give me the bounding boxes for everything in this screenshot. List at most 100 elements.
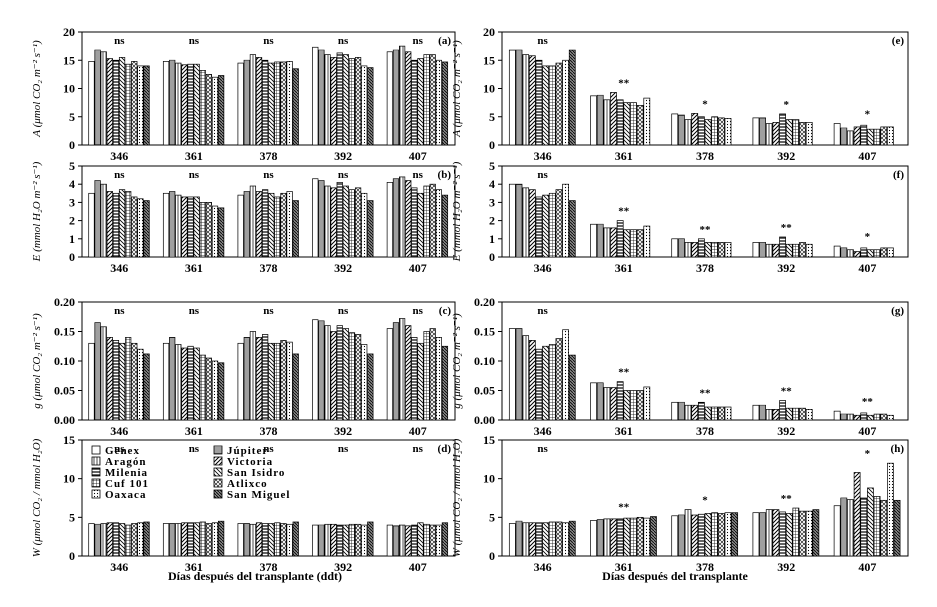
bar [243,191,250,258]
bar [405,180,412,258]
bar [342,328,349,421]
y-tick-label: 0.00 [474,413,495,427]
y-tick-label: 10 [483,472,495,486]
bar [399,524,406,557]
bar [853,414,861,421]
bar [860,412,868,421]
bar [181,196,188,258]
significance-label: ns [114,35,125,47]
bar [568,354,576,421]
bar [630,229,637,258]
bar [528,189,536,258]
bar [125,63,132,146]
bar [423,331,430,421]
y-tick-label: 5 [69,159,75,173]
bar [717,513,725,557]
panel-a: 0 5 10 15 20 A (μmol CO₂ m⁻² s⁻¹) (a) 346 ns 361 n… [31,25,456,163]
significance-label: ns [114,305,125,317]
legend-entry: San Isidro [227,467,285,479]
significance-label: ** [618,77,630,89]
bar [286,523,293,557]
bar [691,113,699,146]
bar [805,409,813,421]
bar [243,523,250,557]
bar [411,187,418,258]
bar [181,347,188,421]
legend-entry: Milenia [105,467,148,479]
bar [118,523,126,557]
bar [508,49,516,146]
y-tick-label: 0.10 [474,354,495,368]
significance-label: ns [338,443,349,455]
x-tick-label: 407 [858,424,876,438]
bar [799,510,806,557]
bar [268,523,275,557]
x-tick-label: 346 [534,261,552,275]
x-tick-label: 392 [777,261,795,275]
bar [623,517,631,557]
bar [684,242,692,258]
bar [435,189,442,258]
bar [765,509,773,557]
panel-d: 0 5 10 15 W (μmol CO₂ / mmol H₂O) (d) 346 ns 361… [31,433,456,574]
bar [867,128,874,146]
y-tick-label: 15 [63,433,75,447]
y-axis-label: A (μmol CO₂ m⁻² s⁻¹) [31,40,43,138]
bar [292,521,299,557]
bar [237,523,244,557]
bar [887,462,894,557]
x-tick-label: 392 [334,424,352,438]
bar [286,341,293,421]
bar [752,242,760,258]
bar [441,345,449,421]
bar [386,328,393,421]
bar [175,344,182,421]
bar [880,413,888,421]
bar [392,49,400,146]
significance-label: ns [338,305,349,317]
bar [704,242,712,258]
bar [691,404,699,421]
bar [535,59,543,146]
bar [616,99,624,146]
significance-label: ns [338,35,349,47]
legend-entry: Júpiter [227,445,268,457]
bar [610,518,617,557]
bar [417,522,424,557]
significance-label: ns [412,35,423,47]
bar [342,524,349,557]
bar [697,238,705,258]
bar [636,390,644,421]
bar [772,409,780,421]
bar [211,522,219,557]
bar [312,178,319,258]
bar [169,191,176,258]
significance-label: ** [700,387,712,399]
bar [759,242,766,258]
bar [330,187,337,258]
bar [643,97,651,146]
bar [792,507,800,557]
bar [312,46,319,146]
bar [535,348,543,421]
x-tick-label: 361 [615,261,633,275]
bar [131,523,138,557]
significance-label: ns [263,305,274,317]
x-tick-label: 361 [615,560,633,574]
bar [169,337,176,421]
bar [562,59,569,146]
panel-label: (f) [893,169,904,181]
y-tick-label: 10 [63,82,75,96]
bar [847,249,854,258]
x-tick-label: 407 [858,560,876,574]
bar [112,192,120,258]
bar [243,337,250,421]
legend-entry: Atlixco [227,478,268,490]
bar [785,119,793,146]
bar [417,192,424,258]
significance-label: * [783,99,789,111]
bar [711,406,719,421]
bar [785,407,793,421]
significance-label: ** [781,222,793,234]
significance-label: ns [338,169,349,181]
